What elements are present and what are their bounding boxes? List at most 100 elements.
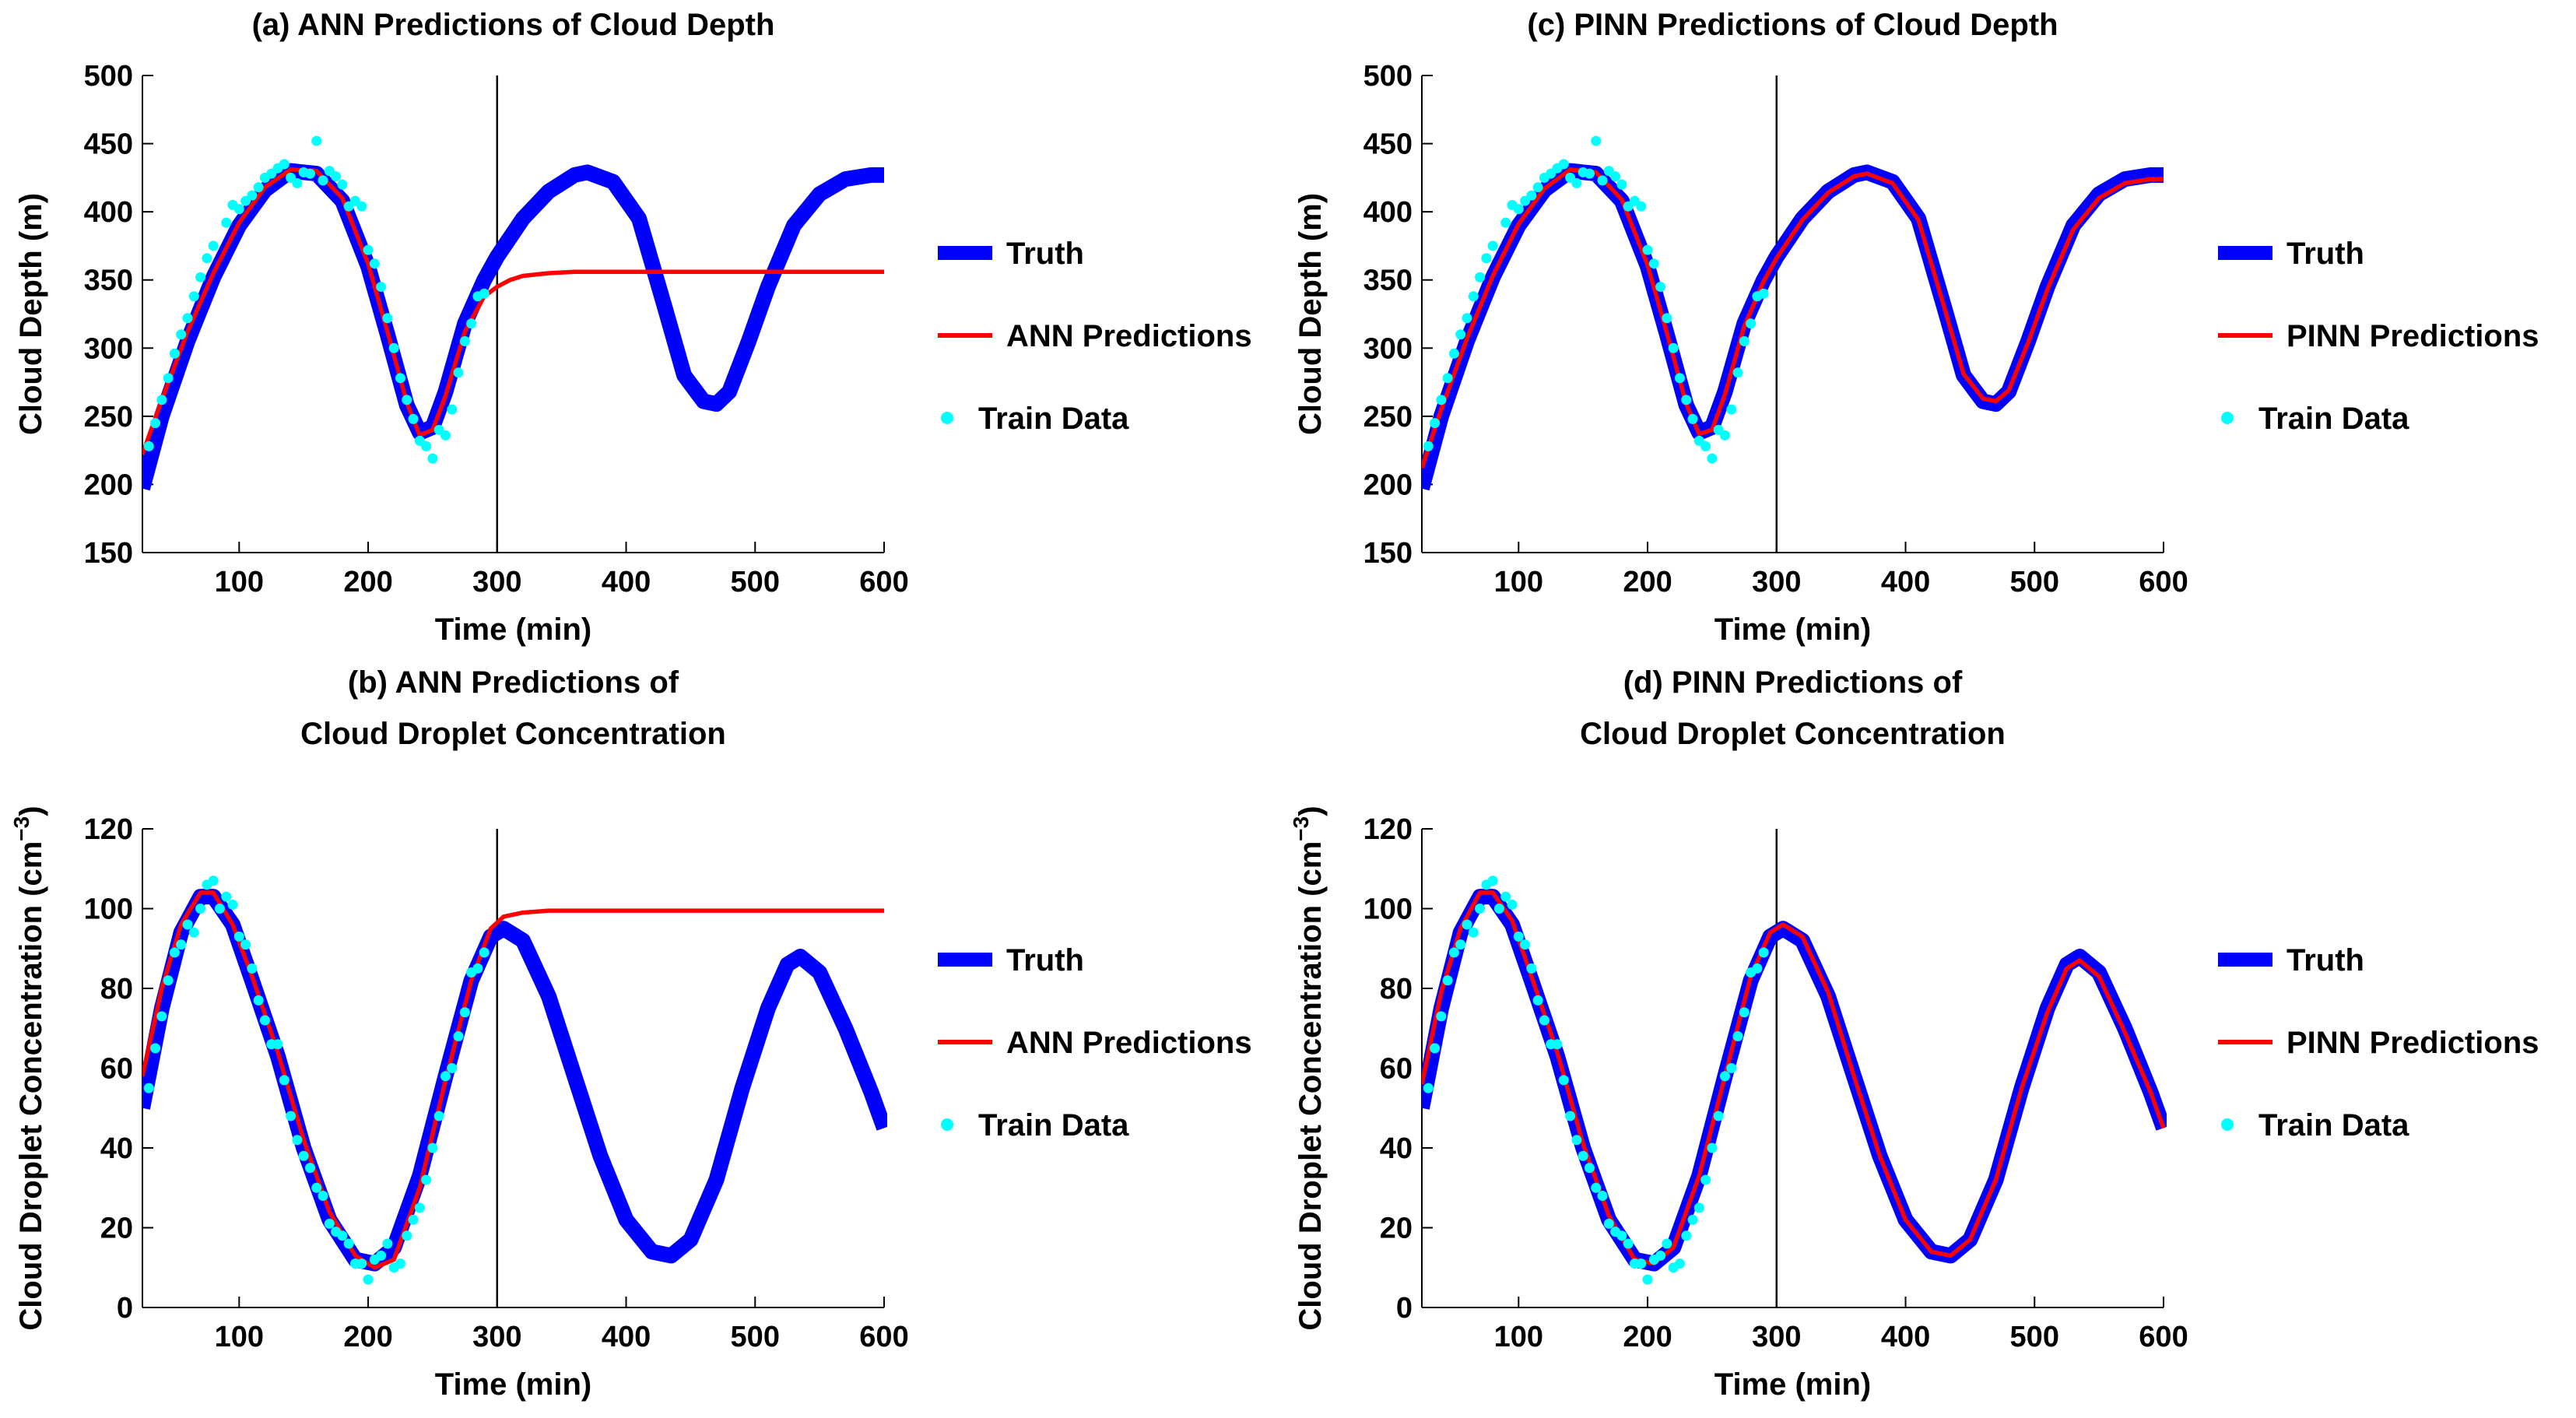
panel-c: (c) PINN Predictions of Cloud Depth 100 20… <box>1293 8 2539 647</box>
train-data-point <box>369 258 380 269</box>
x-tick-label: 500 <box>731 566 780 598</box>
train-data-point <box>156 395 167 405</box>
train-data-point <box>466 318 477 329</box>
train-data-point <box>1430 418 1441 429</box>
train-data-point <box>279 159 290 170</box>
train-data-point <box>1591 135 1602 146</box>
train-data-point <box>1642 244 1653 255</box>
y-tick-label: 350 <box>84 265 133 297</box>
train-data-point <box>1662 313 1672 324</box>
train-data-point <box>1752 963 1763 974</box>
train-data-point <box>1584 1163 1595 1174</box>
train-data-point <box>479 288 490 299</box>
y-axis-label-main: Cloud Droplet Concentration (cm <box>1293 841 1328 1331</box>
train-data-point <box>1758 288 1769 299</box>
train-data-point <box>221 891 232 902</box>
x-tick-label: 600 <box>859 1321 908 1353</box>
train-data-point <box>1584 168 1595 179</box>
train-data-point <box>1578 1150 1588 1161</box>
train-data-point <box>156 1011 167 1022</box>
train-data-point <box>1726 404 1737 415</box>
train-data-point <box>440 1071 451 1082</box>
legend: Truth ANN Predictions Train Data <box>938 943 1252 1142</box>
train-data-point <box>1616 1230 1627 1241</box>
legend: Truth ANN Predictions Train Data <box>938 237 1252 436</box>
y-axis-label: Cloud Depth (m) <box>14 193 48 435</box>
y-axis-label-close: ) <box>1293 806 1328 816</box>
y-axis-label: Cloud Droplet Concentration (cm−3) <box>1289 806 1328 1330</box>
train-data-point <box>150 418 161 429</box>
train-data-point <box>272 1039 283 1050</box>
train-data-point <box>1700 440 1711 451</box>
y-axis-label-superscript: −3 <box>9 816 33 841</box>
y-tick-label: 200 <box>1363 469 1413 501</box>
train-data-point <box>1558 159 1569 170</box>
legend: Truth PINN Predictions Train Data <box>2218 237 2539 436</box>
y-tick-label: 60 <box>1380 1053 1413 1086</box>
train-data-point <box>1565 1111 1576 1121</box>
train-data-point <box>1674 1258 1685 1269</box>
legend: Truth PINN Predictions Train Data <box>2218 943 2539 1142</box>
train-data-point <box>188 291 199 302</box>
y-tick-label: 20 <box>100 1213 133 1245</box>
train-data-point <box>1597 175 1608 186</box>
train-data-point <box>195 272 206 283</box>
train-data-point <box>402 395 412 405</box>
train-data-point <box>356 201 367 212</box>
y-tick-label: 0 <box>1396 1292 1413 1325</box>
panel-a: (a) ANN Predictions of Cloud Depth 100 200… <box>14 8 1252 647</box>
y-tick-label: 300 <box>1363 332 1413 365</box>
train-data-point <box>356 1258 367 1269</box>
train-data-point <box>363 244 374 255</box>
train-data-point <box>1455 329 1466 340</box>
truth-series-line <box>142 889 887 1272</box>
train-data-point <box>1610 171 1621 182</box>
train-data-point <box>447 1063 458 1073</box>
x-tick-label: 600 <box>2139 1321 2188 1353</box>
train-data-point <box>337 179 348 190</box>
train-data-point <box>1520 939 1531 950</box>
y-axis-label-superscript: −3 <box>1289 816 1313 841</box>
train-data-point <box>427 453 438 464</box>
truth-series-line <box>1422 889 2167 1272</box>
train-data-point <box>1668 342 1679 353</box>
train-data-point <box>1674 373 1685 384</box>
train-data-point <box>421 1174 432 1185</box>
x-tick-label: 400 <box>1881 1321 1930 1353</box>
train-data-point <box>286 1111 297 1121</box>
train-data-point <box>1700 1174 1711 1185</box>
train-data-point <box>1475 904 1486 914</box>
train-data-point <box>1739 1007 1750 1018</box>
y-tick-label: 120 <box>84 813 133 846</box>
train-data-point <box>208 876 219 886</box>
train-data-point <box>472 963 483 974</box>
train-data-point <box>233 204 244 215</box>
y-tick-label: 100 <box>84 893 133 926</box>
train-data-point <box>182 313 193 324</box>
train-data-point <box>408 413 419 424</box>
train-data-point <box>227 899 238 910</box>
panel-d: (d) PINN Predictions of Cloud Droplet Con… <box>1289 665 2539 1402</box>
train-data-point <box>1430 1043 1441 1054</box>
y-tick-label: 300 <box>84 332 133 365</box>
train-data-point <box>1423 440 1434 451</box>
legend-entry-label: Truth <box>1006 237 1084 271</box>
x-tick-label: 500 <box>731 1321 780 1353</box>
train-data-point <box>1655 1250 1666 1261</box>
train-data-point <box>292 1135 303 1146</box>
train-data-point <box>453 1031 464 1041</box>
x-tick-label: 100 <box>1494 1321 1543 1353</box>
y-tick-label: 500 <box>84 60 133 93</box>
train-data-point <box>1455 939 1466 950</box>
prediction-series-line <box>142 167 884 455</box>
x-tick-label: 300 <box>1752 566 1801 598</box>
train-data-point <box>1732 367 1743 378</box>
train-data-point <box>1448 947 1459 958</box>
x-axis-label: Time (min) <box>1714 1367 1872 1402</box>
legend-train-swatch <box>941 412 953 424</box>
train-data-point <box>292 177 303 188</box>
train-data-point <box>376 1250 387 1261</box>
train-data-point <box>143 440 154 451</box>
train-data-point <box>402 1230 412 1241</box>
train-data-point <box>169 348 180 359</box>
